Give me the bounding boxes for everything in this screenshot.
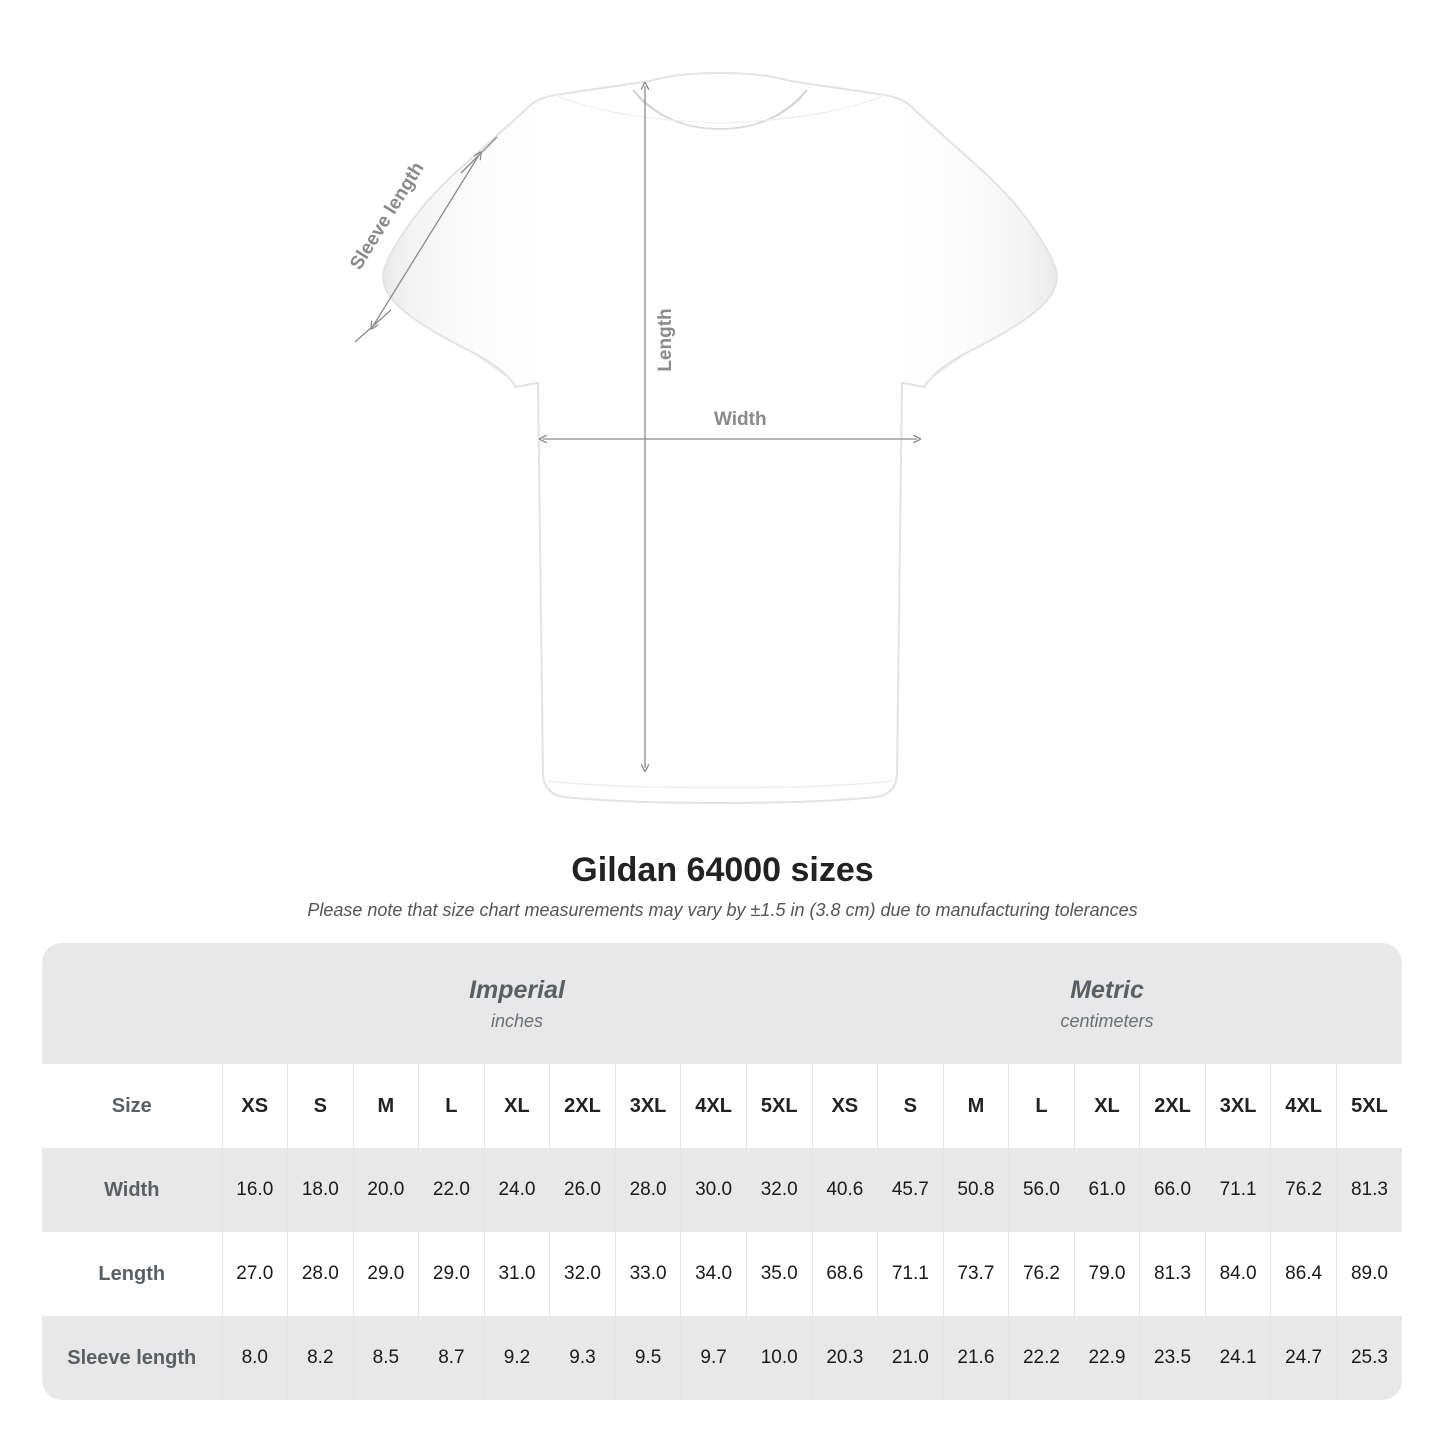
- svg-text:Length: Length: [655, 308, 676, 371]
- svg-text:Width: Width: [714, 409, 767, 430]
